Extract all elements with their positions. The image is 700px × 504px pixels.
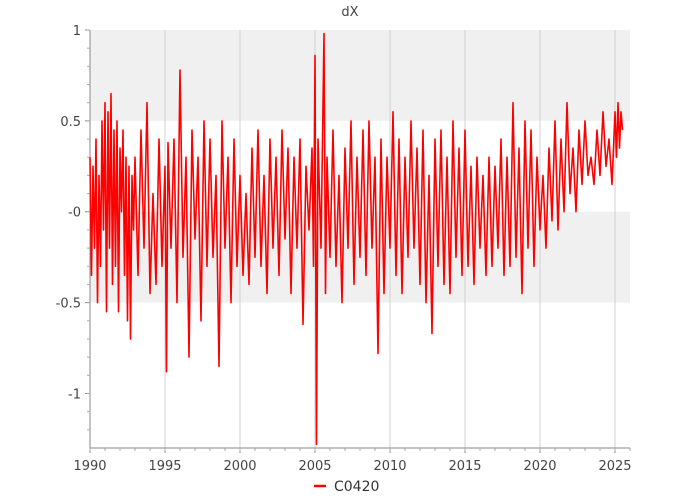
y-tick-label: 0.5: [60, 115, 81, 130]
legend-label[interactable]: C0420: [334, 479, 379, 495]
series-line-C0420: [89, 32, 624, 446]
grid-lines: [89, 30, 616, 448]
x-tick-label: 1990: [73, 459, 106, 474]
x-tick-label: 2015: [448, 459, 481, 474]
legend[interactable]: C0420: [314, 479, 379, 495]
x-tick-label: 2000: [223, 459, 256, 474]
series-layer: [89, 32, 624, 446]
x-tick-label: 2010: [373, 459, 406, 474]
x-tick-label: 2025: [598, 459, 631, 474]
y-tick-label: -0: [68, 206, 81, 221]
chart-title: dX: [341, 5, 358, 20]
band-0: [90, 30, 630, 121]
x-tick-label: 2005: [298, 459, 331, 474]
y-tick-label: -1: [68, 387, 81, 402]
x-tick-label: 1995: [148, 459, 181, 474]
axes: 1 0.5 -0 -0.5 -1 1990 1995 2000 2005 2010 2015 2020…: [56, 24, 632, 474]
x-tick-label: 2020: [523, 459, 556, 474]
y-tick-label: -0.5: [56, 297, 81, 312]
y-tick-label: 1: [73, 24, 81, 39]
